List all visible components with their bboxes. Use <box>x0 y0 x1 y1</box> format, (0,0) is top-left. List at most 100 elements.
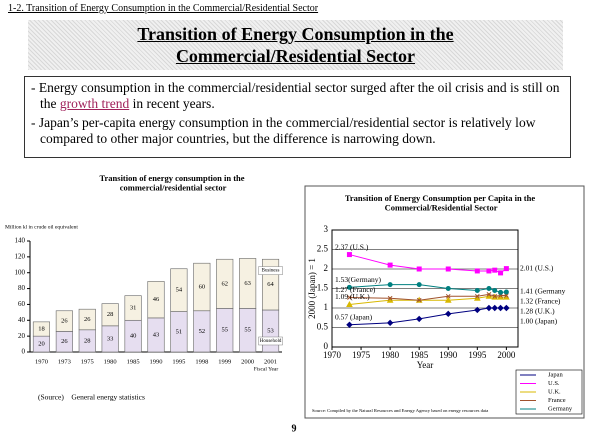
y-axis-title: 2000 (Japan) = 1 <box>307 258 317 319</box>
bar-value: 28 <box>107 311 114 318</box>
marker <box>474 287 480 293</box>
marker <box>474 306 481 314</box>
bar-value: 62 <box>221 280 228 287</box>
bar-segment <box>55 310 73 332</box>
x-tick-label: 2001 <box>264 358 277 365</box>
marker <box>415 315 423 323</box>
y-tick-label: 2 <box>324 263 329 273</box>
legend-label: France <box>548 397 566 404</box>
bullet-text: - Japan’s per-capita energy consumption … <box>31 115 536 146</box>
marker <box>474 268 480 274</box>
x-tick-label: 1973 <box>58 358 71 365</box>
marker <box>387 262 393 268</box>
y-tick-label: 120 <box>15 252 26 260</box>
bar-segment <box>101 303 119 327</box>
bullet: - Energy consumption in the commercial/r… <box>31 80 564 112</box>
legend-label: U.K. <box>548 388 561 395</box>
marker <box>474 293 480 299</box>
x-tick-label: 1985 <box>410 350 429 360</box>
x-tick-label: 1990 <box>150 358 163 365</box>
bar-value: 26 <box>84 316 91 323</box>
highlight: growth trend <box>59 96 130 111</box>
title-box: Transition of Energy Consumption in the … <box>28 20 563 70</box>
bar-value: 64 <box>267 281 274 288</box>
marker <box>486 268 492 274</box>
x-tick-label: 1999 <box>218 358 231 365</box>
marker <box>486 291 492 297</box>
chart-title: Transition of energy consumption in the … <box>99 173 244 193</box>
line <box>349 254 507 274</box>
start-label: 1.09 (U.K.) <box>335 292 370 301</box>
y-tick-label: 80 <box>18 284 26 292</box>
bar-value: 28 <box>84 337 91 344</box>
marker <box>445 293 451 299</box>
marker <box>504 293 509 298</box>
marker <box>445 310 452 318</box>
source: Source: Compiled by the Natural Resource… <box>312 408 488 413</box>
marker <box>386 319 394 327</box>
x-tick-label: 1998 <box>195 358 208 365</box>
x-tick-label: 1985 <box>127 358 140 365</box>
slide-title: Transition of Energy Consumption in the … <box>137 24 454 66</box>
marker <box>492 287 498 293</box>
bar-value: 31 <box>130 304 137 311</box>
marker <box>387 282 393 288</box>
start-label: 1.27 (France) <box>335 285 376 294</box>
page-number: 9 <box>292 423 297 434</box>
bar-value: 54 <box>176 287 183 294</box>
bar-value: 33 <box>107 335 114 342</box>
legend-label: U.S. <box>548 380 560 387</box>
bar-segment <box>32 321 51 337</box>
bar-segment <box>239 258 257 309</box>
bar-value: 26 <box>61 318 68 325</box>
bullet: - Japan’s per-capita energy consumption … <box>31 115 564 147</box>
section-heading: 1-2. Transition of Energy Consumption in… <box>8 3 319 14</box>
x-axis-title: Fiscal Year <box>254 366 279 372</box>
bar-value: 40 <box>130 333 137 340</box>
marker <box>497 304 504 312</box>
bar-value: 20 <box>38 341 45 348</box>
marker <box>444 296 452 303</box>
marker <box>387 295 393 301</box>
marker <box>346 284 352 290</box>
y-tick-label: 0.5 <box>317 322 329 332</box>
bar-segment <box>124 295 142 321</box>
marker <box>485 304 493 312</box>
series-label-bg <box>258 266 283 275</box>
y-tick-label: 140 <box>15 237 26 245</box>
end-label: 1.32 (France) <box>520 297 561 306</box>
x-tick-label: 1975 <box>81 358 94 365</box>
series-label: Business <box>262 269 280 274</box>
y-tick-label: 0 <box>22 348 26 356</box>
chart-frame <box>304 185 585 419</box>
marker <box>445 286 451 291</box>
end-label: 1.00 (Japan) <box>520 317 558 326</box>
marker <box>445 266 451 272</box>
y-tick-label: 1 <box>324 302 329 312</box>
x-tick-label: 1970 <box>35 358 48 365</box>
x-tick-label: 1980 <box>381 350 400 360</box>
legend-label: Japan <box>548 371 564 378</box>
bar-value: 55 <box>221 327 228 334</box>
x-tick-label: 1980 <box>104 358 117 365</box>
source: (Source) General energy statistics <box>38 393 145 402</box>
y-axis-title: Million kl in crude oil equivalent <box>5 224 78 230</box>
marker <box>498 289 504 295</box>
start-label: 2.37 (U.S.) <box>335 242 369 251</box>
series-label: Household <box>260 339 282 344</box>
bullet-text: in recent years. <box>129 96 215 111</box>
chart-title: Transition of Energy Consumption per Cap… <box>345 193 535 213</box>
x-tick-label: 1995 <box>468 350 487 360</box>
y-tick-label: 100 <box>15 268 26 276</box>
bar-value: 55 <box>244 327 251 334</box>
marker <box>346 321 353 328</box>
marker <box>416 297 422 303</box>
x-tick-label: 1970 <box>323 350 342 360</box>
y-tick-label: 40 <box>18 316 26 324</box>
bar-value: 51 <box>176 328 183 335</box>
legend <box>515 369 583 415</box>
marker <box>491 304 498 312</box>
marker <box>503 266 509 272</box>
bar-segment <box>170 268 188 312</box>
